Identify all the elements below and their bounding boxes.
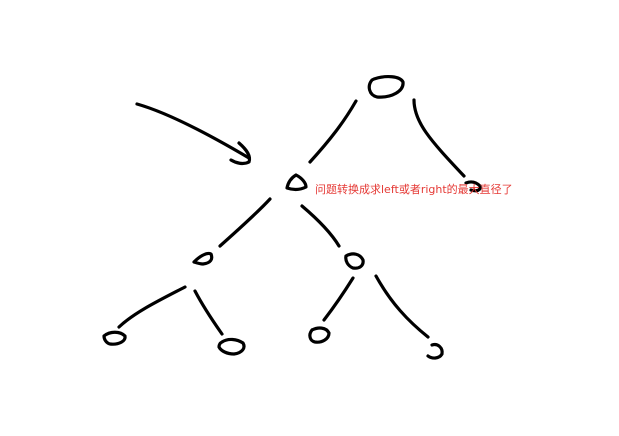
tree-node-root [367, 75, 405, 99]
tree-node-left-right-right [426, 342, 444, 360]
tree-node-left [285, 173, 308, 191]
tree-edge-leftleft-lll [117, 285, 187, 329]
tree-edge-leftright-lrl [322, 276, 355, 322]
tree-node-left-right-left [308, 326, 331, 344]
tree-edge-leftleft-llr [193, 289, 224, 336]
tree-node-right [464, 180, 482, 193]
annotation-text: 问题转换成求left或者right的最大直径了 [315, 182, 513, 196]
tree-edge-left-leftright [300, 204, 341, 248]
tree-edge-leftright-lrr [374, 274, 430, 339]
pointer-arrow [135, 102, 252, 166]
tree-edge-root-left [308, 99, 358, 164]
tree-node-left-left-right [217, 337, 246, 356]
tree-edge-root-right [412, 98, 466, 178]
tree-node-left-right [344, 252, 365, 270]
tree-edge-left-leftleft [218, 197, 272, 248]
tree-node-left-left-left [102, 330, 127, 346]
tree-node-left-left [192, 251, 214, 266]
